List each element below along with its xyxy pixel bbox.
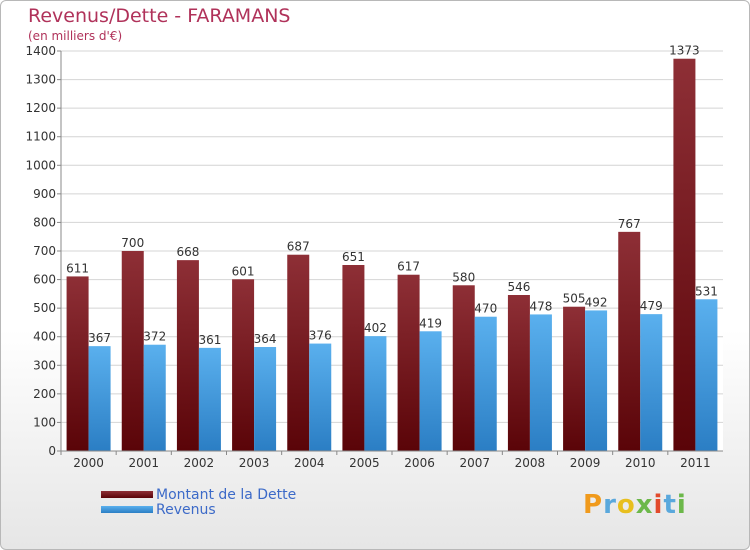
y-tick-label: 1300	[25, 73, 56, 87]
x-tick-label: 2005	[349, 456, 380, 470]
data-label-revenus: 470	[474, 302, 497, 316]
x-tick-label: 2009	[570, 456, 601, 470]
bar-revenus	[585, 310, 608, 451]
bar-dette	[618, 231, 641, 451]
bar-dette	[397, 274, 420, 451]
data-label-dette: 617	[397, 260, 420, 274]
legend-swatch-revenus	[101, 506, 153, 513]
data-label-revenus: 402	[364, 321, 387, 335]
logo-letter: t	[663, 490, 677, 520]
bar-dette	[507, 295, 530, 451]
data-label-revenus: 376	[309, 329, 332, 343]
logo-letter: o	[616, 490, 636, 520]
x-tick-label: 2002	[184, 456, 215, 470]
bar-dette	[176, 260, 199, 451]
bar-revenus	[364, 336, 387, 451]
legend-label-dette: Montant de la Dette	[156, 486, 297, 503]
legend-item-revenus: Revenus	[101, 501, 296, 518]
y-tick-label: 1100	[25, 130, 56, 144]
x-tick-label: 2003	[239, 456, 270, 470]
y-tick-label: 400	[33, 330, 56, 344]
proxiti-logo: Proxiti	[583, 490, 687, 520]
bar-dette	[673, 58, 696, 451]
data-label-revenus: 364	[254, 332, 277, 346]
x-tick-label: 2000	[73, 456, 104, 470]
y-tick-label: 200	[33, 387, 56, 401]
data-label-dette: 687	[287, 240, 310, 254]
data-label-dette: 611	[66, 261, 89, 275]
bar-dette	[66, 276, 89, 451]
x-tick-label: 2010	[625, 456, 656, 470]
y-tick-label: 1200	[25, 101, 56, 115]
bar-dette	[121, 251, 144, 451]
data-label-dette: 700	[121, 236, 144, 250]
x-tick-label: 2007	[459, 456, 490, 470]
bar-revenus	[143, 344, 166, 451]
logo-letter: i	[676, 490, 687, 520]
logo-letter: i	[653, 490, 664, 520]
bar-revenus	[198, 347, 221, 451]
bar-revenus	[529, 314, 552, 451]
data-label-revenus: 361	[198, 333, 221, 347]
data-label-revenus: 478	[529, 299, 552, 313]
y-tick-label: 0	[48, 444, 56, 458]
y-tick-label: 800	[33, 215, 56, 229]
y-tick-label: 600	[33, 273, 56, 287]
data-label-revenus: 492	[585, 295, 608, 309]
chart-title: Revenus/Dette - FARAMANS	[28, 5, 291, 27]
bar-revenus	[640, 314, 663, 451]
y-tick-label: 900	[33, 187, 56, 201]
data-label-revenus: 531	[695, 284, 718, 298]
chart-subtitle: (en milliers d'€)	[28, 29, 123, 43]
legend-swatch-dette	[101, 491, 153, 498]
data-label-dette: 767	[618, 217, 641, 231]
bar-revenus	[88, 346, 111, 451]
bar-dette	[232, 279, 255, 451]
x-tick-label: 2008	[515, 456, 546, 470]
data-label-dette: 1373	[669, 44, 700, 58]
y-tick-label: 300	[33, 358, 56, 372]
logo-letter: r	[603, 490, 617, 520]
bar-revenus	[419, 331, 442, 451]
legend-item-dette: Montant de la Dette	[101, 486, 297, 503]
data-label-dette: 505	[563, 292, 586, 306]
bar-dette	[563, 306, 586, 451]
data-label-dette: 546	[507, 280, 530, 294]
data-label-revenus: 367	[88, 331, 111, 345]
data-label-dette: 580	[452, 270, 475, 284]
y-tick-label: 500	[33, 301, 56, 315]
bar-dette	[342, 265, 365, 451]
bar-dette	[287, 254, 310, 451]
y-tick-label: 700	[33, 244, 56, 258]
bar-revenus	[309, 343, 332, 451]
logo-letter: x	[635, 490, 654, 520]
x-tick-label: 2001	[128, 456, 159, 470]
legend: Montant de la Dette Revenus	[101, 486, 297, 518]
data-label-revenus: 372	[143, 330, 166, 344]
bar-revenus	[695, 299, 718, 451]
legend-label-revenus: Revenus	[156, 501, 216, 518]
data-label-revenus: 419	[419, 316, 442, 330]
y-tick-label: 1400	[25, 44, 56, 58]
logo-letter: P	[583, 490, 604, 520]
data-label-dette: 668	[176, 245, 199, 259]
data-label-revenus: 479	[640, 299, 663, 313]
bar-revenus	[474, 316, 497, 451]
data-label-dette: 651	[342, 250, 365, 264]
bar-revenus	[254, 347, 277, 451]
x-tick-label: 2011	[680, 456, 711, 470]
y-tick-label: 1000	[25, 158, 56, 172]
data-label-dette: 601	[232, 264, 255, 278]
x-tick-label: 2006	[404, 456, 435, 470]
bar-dette	[452, 285, 475, 451]
x-tick-label: 2004	[294, 456, 325, 470]
y-tick-label: 100	[33, 415, 56, 429]
